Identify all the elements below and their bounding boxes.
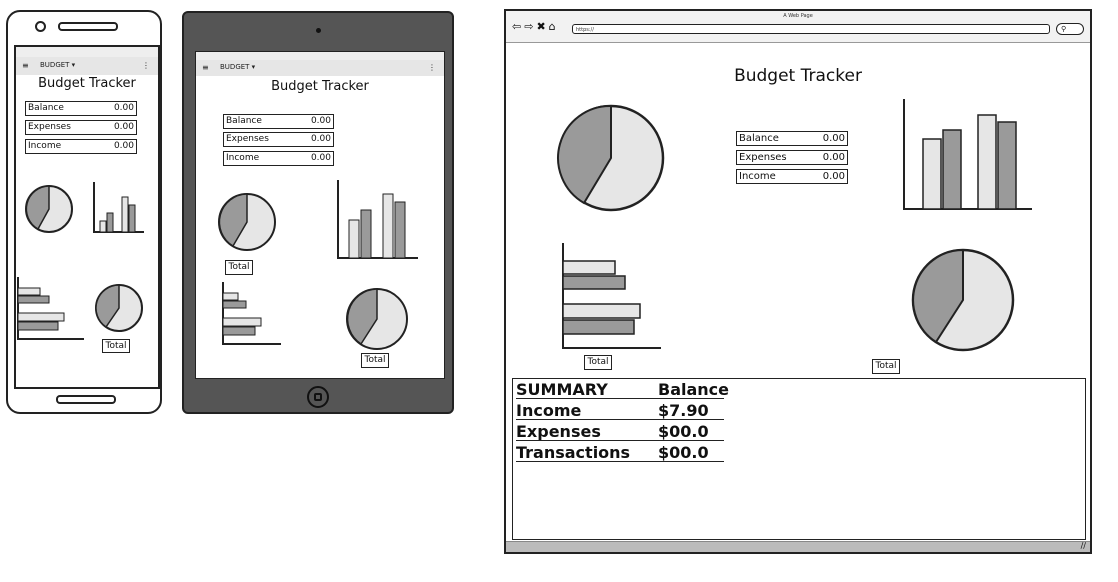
field-label: Income	[739, 171, 776, 182]
app-bar: ≡ BUDGET ▾ ⋮	[196, 60, 444, 76]
window-title: A Web Page	[783, 13, 813, 19]
address-bar[interactable]: https://	[572, 24, 1050, 34]
field-label: Income	[28, 141, 62, 151]
bar-chart	[337, 180, 418, 259]
field-label: Expenses	[226, 134, 269, 144]
field-value: 0.00	[822, 133, 845, 144]
pie-chart	[911, 248, 1015, 352]
resize-icon[interactable]: ∕∕	[1080, 541, 1086, 550]
field-value: 0.00	[113, 103, 134, 113]
back-icon[interactable]: ⇦	[512, 20, 525, 33]
app-bar: ≡ BUDGET ▾ ⋮	[16, 57, 158, 75]
camera-icon	[316, 28, 321, 33]
menu-dropdown[interactable]: BUDGET ▾	[40, 61, 76, 69]
pie-chart	[557, 104, 665, 212]
field-value: 0.00	[310, 116, 331, 126]
expenses-field: Expenses 0.00	[223, 132, 334, 147]
summary-header-balance: Balance	[658, 380, 729, 399]
horizontal-bar-chart	[562, 243, 661, 349]
menu-icon[interactable]: ≡	[22, 61, 29, 70]
income-field: Income 0.00	[223, 151, 334, 166]
field-value: 0.00	[113, 141, 134, 151]
horizontal-bar-chart	[17, 277, 84, 340]
field-label: Expenses	[739, 152, 787, 163]
total-label: Total	[102, 339, 130, 353]
menu-dropdown[interactable]: BUDGET ▾	[220, 63, 256, 71]
speaker-grille	[58, 22, 118, 31]
field-value: 0.00	[310, 153, 331, 163]
forward-icon[interactable]: ⇨	[524, 20, 537, 33]
summary-label: Expenses	[516, 422, 601, 441]
pie-chart	[346, 288, 408, 350]
summary-panel: SUMMARY Balance Income $7.90 Expenses $0…	[512, 378, 1086, 540]
page-title: Budget Tracker	[38, 76, 136, 91]
summary-header-label: SUMMARY	[516, 380, 608, 399]
nav-controls: ⇦⇨✖⌂	[512, 20, 559, 33]
tablet-mockup: ≡ BUDGET ▾ ⋮ Budget Tracker Balance 0.00…	[182, 11, 454, 414]
field-value: 0.00	[310, 134, 331, 144]
phone-mockup: ≡ BUDGET ▾ ⋮ Budget Tracker Balance 0.00…	[6, 10, 162, 414]
page-title: Budget Tracker	[271, 79, 369, 94]
browser-window: A Web Page ⇦⇨✖⌂ https:// ⚲ Budget Tracke…	[504, 9, 1092, 554]
summary-value: $00.0	[658, 422, 709, 441]
camera-icon	[35, 21, 46, 32]
field-label: Balance	[226, 116, 262, 126]
search-icon[interactable]: ⚲	[1056, 23, 1084, 35]
more-icon[interactable]: ⋮	[142, 61, 150, 70]
total-label: Total	[225, 260, 253, 275]
pie-chart	[25, 185, 73, 233]
summary-label: Income	[516, 401, 582, 420]
horizontal-bar-chart	[222, 282, 281, 345]
status-bar: ∕∕	[506, 541, 1090, 552]
status-bar	[16, 47, 158, 57]
total-label: Total	[872, 359, 900, 374]
income-field: Income 0.00	[736, 169, 848, 184]
field-label: Income	[226, 153, 260, 163]
tablet-screen: ≡ BUDGET ▾ ⋮ Budget Tracker Balance 0.00…	[195, 51, 445, 379]
summary-label: Transactions	[516, 443, 631, 462]
balance-field: Balance 0.00	[223, 114, 334, 129]
balance-field: Balance 0.00	[25, 101, 137, 116]
total-label: Total	[361, 353, 389, 368]
summary-value: $7.90	[658, 401, 709, 420]
expenses-field: Expenses 0.00	[25, 120, 137, 135]
home-button[interactable]	[56, 395, 116, 404]
pie-chart	[218, 193, 276, 251]
field-label: Balance	[28, 103, 64, 113]
home-button[interactable]	[307, 386, 329, 408]
phone-screen: ≡ BUDGET ▾ ⋮ Budget Tracker Balance 0.00…	[14, 45, 160, 389]
total-label: Total	[584, 355, 612, 370]
field-label: Balance	[739, 133, 779, 144]
balance-field: Balance 0.00	[736, 131, 848, 146]
close-icon[interactable]: ✖	[536, 20, 549, 33]
home-icon[interactable]: ⌂	[548, 20, 559, 33]
more-icon[interactable]: ⋮	[428, 63, 436, 72]
expenses-field: Expenses 0.00	[736, 150, 848, 165]
status-bar	[196, 52, 444, 60]
field-value: 0.00	[822, 171, 845, 182]
menu-icon[interactable]: ≡	[202, 63, 209, 72]
page-title: Budget Tracker	[734, 66, 862, 86]
browser-toolbar: A Web Page ⇦⇨✖⌂ https:// ⚲	[506, 11, 1090, 43]
bar-chart	[903, 99, 1032, 210]
field-label: Expenses	[28, 122, 71, 132]
field-value: 0.00	[113, 122, 134, 132]
field-value: 0.00	[822, 152, 845, 163]
income-field: Income 0.00	[25, 139, 137, 154]
bar-chart	[93, 182, 144, 233]
summary-value: $00.0	[658, 443, 709, 462]
pie-chart	[95, 284, 143, 332]
